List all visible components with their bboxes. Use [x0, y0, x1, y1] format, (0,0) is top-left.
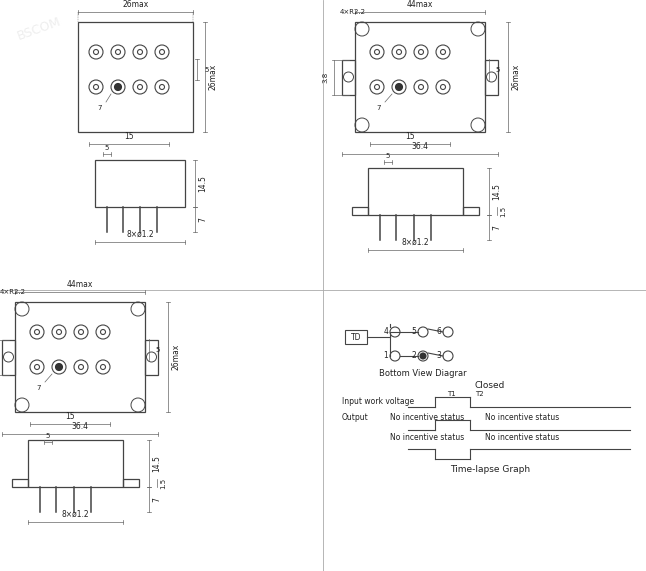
Text: 5: 5 [204, 66, 209, 73]
Text: TD: TD [351, 332, 361, 341]
Text: 44max: 44max [67, 280, 93, 289]
Text: Time-lapse Graph: Time-lapse Graph [450, 465, 530, 475]
Text: 8×ø1.2: 8×ø1.2 [402, 238, 430, 247]
Text: 26max: 26max [512, 64, 521, 90]
Text: 3.8: 3.8 [322, 71, 328, 83]
Text: 5: 5 [105, 145, 109, 151]
Text: 7: 7 [98, 105, 102, 111]
Bar [12, 479, 28, 487]
Bar [2, 340, 15, 375]
Bar [463, 207, 479, 215]
Text: 1.5: 1.5 [160, 477, 166, 489]
Text: Input work voltage: Input work voltage [342, 396, 414, 405]
Bar [485, 59, 498, 94]
Text: No incentive status: No incentive status [390, 432, 464, 441]
Text: 14.5: 14.5 [152, 455, 162, 472]
Bar [28, 440, 123, 487]
Text: 1.5: 1.5 [500, 206, 506, 216]
Text: 7: 7 [198, 217, 207, 222]
Text: 1: 1 [384, 352, 388, 360]
Bar [78, 22, 193, 132]
Bar [355, 22, 485, 132]
Text: 26max: 26max [171, 344, 180, 370]
Text: Closed: Closed [475, 380, 505, 389]
Bar [95, 160, 185, 207]
Circle shape [420, 353, 426, 359]
Text: 5: 5 [412, 328, 417, 336]
Bar [345, 330, 367, 344]
Text: 7: 7 [377, 105, 381, 111]
Bar [145, 340, 158, 375]
Text: T2: T2 [475, 391, 484, 397]
Text: 8×ø1.2: 8×ø1.2 [61, 510, 89, 519]
Bar [368, 168, 463, 215]
Text: 4×R2.2: 4×R2.2 [340, 9, 366, 15]
Text: 7: 7 [492, 225, 501, 230]
Text: 7: 7 [37, 385, 41, 391]
Text: 15: 15 [405, 132, 415, 141]
Text: 14.5: 14.5 [492, 183, 501, 200]
Text: 7: 7 [152, 497, 162, 502]
Text: 36.4: 36.4 [72, 422, 89, 431]
Text: 26max: 26max [122, 0, 149, 9]
Text: 5: 5 [155, 347, 160, 352]
Circle shape [114, 83, 121, 90]
Text: 2: 2 [412, 352, 417, 360]
Text: No incentive status: No incentive status [485, 432, 559, 441]
Text: 8×ø1.2: 8×ø1.2 [126, 230, 154, 239]
Bar [123, 479, 139, 487]
Text: 36.4: 36.4 [412, 142, 428, 151]
Text: 4: 4 [384, 328, 388, 336]
Text: 15: 15 [124, 132, 134, 141]
Text: No incentive status: No incentive status [485, 413, 559, 423]
Text: 26max: 26max [209, 64, 218, 90]
Text: 3: 3 [437, 352, 441, 360]
Bar [352, 207, 368, 215]
Text: 5: 5 [495, 66, 499, 73]
Text: 6: 6 [437, 328, 441, 336]
Bar [342, 59, 355, 94]
Circle shape [395, 83, 402, 90]
Text: T1: T1 [448, 391, 456, 397]
Text: Bottom View Diagrar: Bottom View Diagrar [379, 369, 467, 379]
Text: 4×R2.2: 4×R2.2 [0, 289, 26, 295]
Circle shape [56, 364, 63, 371]
Text: 5: 5 [386, 153, 390, 159]
Text: 15: 15 [65, 412, 75, 421]
Text: 44max: 44max [407, 0, 433, 9]
Text: Output: Output [342, 413, 369, 423]
Text: 5: 5 [46, 433, 50, 439]
Text: 14.5: 14.5 [198, 175, 207, 192]
Text: No incentive status: No incentive status [390, 413, 464, 423]
Text: BSCOM: BSCOM [15, 15, 63, 43]
Bar [15, 302, 145, 412]
